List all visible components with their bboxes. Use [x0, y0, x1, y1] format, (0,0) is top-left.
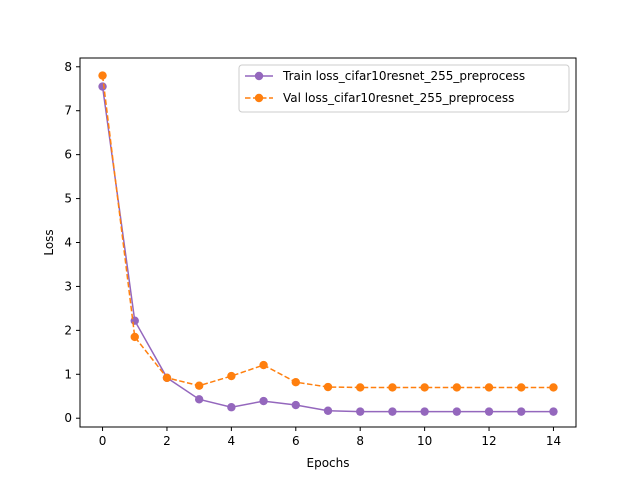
- train-loss-point: [227, 403, 236, 412]
- x-tick-label: 2: [163, 434, 171, 448]
- val-loss-point: [130, 332, 139, 342]
- train-loss-point: [323, 406, 333, 415]
- y-tick-label: 6: [64, 148, 72, 162]
- train-loss-point: [356, 407, 365, 416]
- x-tick-label: 12: [481, 434, 496, 448]
- train-loss-point: [98, 82, 107, 91]
- x-tick-label: 10: [417, 434, 432, 448]
- train-loss-point: [517, 407, 526, 416]
- legend-val-marker: [254, 93, 264, 103]
- y-tick-label: 2: [64, 323, 72, 337]
- train-loss-point: [388, 407, 397, 416]
- train-loss-point: [452, 407, 462, 416]
- x-axis-ticks: 0 2 4 6 8 10 12 14: [99, 427, 561, 448]
- val-loss-point: [356, 383, 365, 392]
- y-tick-label: 7: [64, 104, 72, 118]
- train-loss-point: [420, 407, 429, 416]
- val-loss-point: [549, 383, 558, 392]
- x-axis-label: Epochs: [307, 456, 350, 470]
- train-loss-point: [194, 395, 204, 404]
- val-loss-point: [291, 377, 300, 387]
- y-axis-ticks: 0 1 2 3 4 5 6 7 8: [64, 60, 80, 425]
- legend: Train loss_cifar10resnet_255_preprocess V…: [238, 64, 570, 113]
- val-loss-point: [227, 371, 236, 381]
- val-loss-point: [259, 360, 268, 370]
- val-loss-point: [420, 383, 429, 392]
- val-loss-point: [388, 383, 397, 392]
- y-axis-label: Loss: [42, 229, 56, 255]
- x-tick-label: 14: [546, 434, 561, 448]
- legend-train-label: Train loss_cifar10resnet_255_preprocess: [282, 69, 525, 83]
- train-loss-point: [549, 407, 558, 416]
- y-tick-label: 8: [64, 60, 72, 74]
- legend-box: [238, 64, 570, 113]
- train-loss-point: [484, 407, 494, 416]
- train-loss-point: [291, 400, 300, 410]
- val-loss-point: [484, 383, 494, 392]
- val-loss-point: [452, 383, 462, 392]
- y-tick-label: 0: [64, 411, 72, 425]
- y-tick-label: 3: [64, 279, 72, 293]
- x-tick-label: 4: [228, 434, 236, 448]
- y-tick-label: 4: [64, 236, 72, 250]
- train-loss-point: [259, 396, 268, 406]
- series-layer: [98, 71, 558, 416]
- val-loss-point: [98, 71, 107, 80]
- x-tick-label: 6: [292, 434, 300, 448]
- val-loss-point: [162, 373, 172, 382]
- y-tick-label: 5: [64, 192, 72, 206]
- x-tick-label: 0: [99, 434, 107, 448]
- legend-train-marker: [254, 71, 264, 81]
- val-loss-point: [194, 381, 204, 390]
- val-loss-point: [517, 383, 526, 392]
- x-tick-label: 8: [356, 434, 364, 448]
- legend-val-label: Val loss_cifar10resnet_255_preprocess: [283, 91, 514, 105]
- val-loss-point: [323, 382, 333, 392]
- y-tick-label: 1: [64, 367, 72, 381]
